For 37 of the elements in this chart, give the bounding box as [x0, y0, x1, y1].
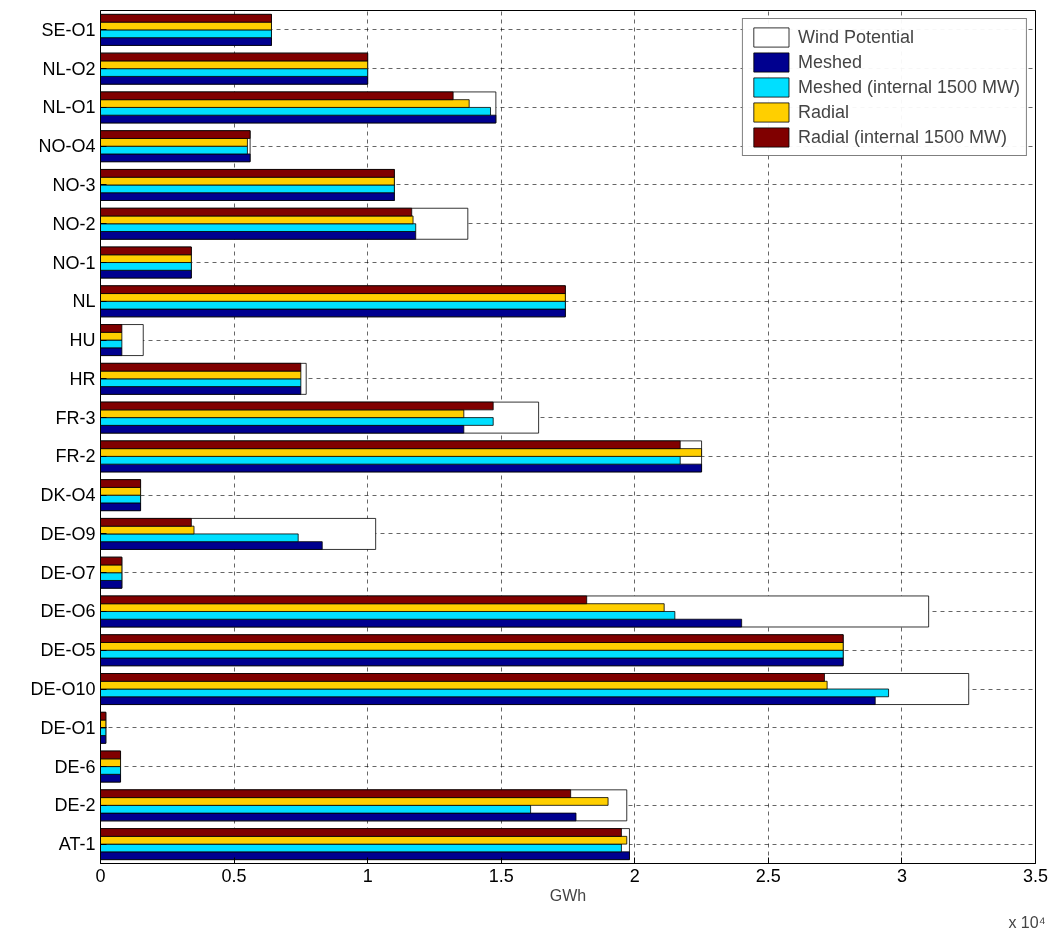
- legend-label: Radial: [797, 101, 849, 123]
- legend-label: Wind Potential: [797, 26, 914, 48]
- y-tick-label: NO-2: [52, 213, 96, 234]
- x-axis-title: GWh: [549, 886, 587, 904]
- y-tick-label: DE-O10: [30, 679, 96, 700]
- y-tick-label: HR: [69, 368, 96, 389]
- y-tick-label: DE-O9: [40, 523, 96, 544]
- legend-label: Radial (internal 1500 MW): [797, 126, 1007, 148]
- y-tick-label: DE-O6: [40, 601, 96, 622]
- y-tick-label: NO-1: [52, 252, 96, 273]
- y-tick-label: DE-6: [54, 756, 96, 777]
- y-tick-label: FR-2: [55, 446, 96, 467]
- y-tick-label: NL-O1: [42, 97, 96, 118]
- y-tick-label: DE-2: [54, 795, 96, 816]
- x-tick-label: 1: [362, 865, 373, 886]
- y-tick-label: SE-O1: [41, 19, 96, 40]
- x-tick-label: 3: [896, 865, 907, 886]
- x-tick-label: 1.5: [488, 865, 514, 886]
- x-tick-label: 0: [95, 865, 106, 886]
- y-tick-label: DE-O5: [40, 640, 96, 661]
- x-tick-label: 0.5: [221, 865, 247, 886]
- y-tick-label: FR-3: [55, 407, 96, 428]
- y-tick-label: HU: [69, 330, 96, 351]
- x-tick-label: 2.5: [755, 865, 781, 886]
- y-tick-label: DE-O7: [40, 562, 96, 583]
- y-tick-label: DK-O4: [40, 485, 96, 506]
- y-tick-label: NO-3: [52, 174, 96, 195]
- legend-label: Meshed: [797, 51, 862, 73]
- y-tick-label: NL-O2: [42, 58, 96, 79]
- y-tick-label: NL: [72, 291, 96, 312]
- y-tick-label: AT-1: [58, 834, 96, 855]
- x-tick-label: 2: [629, 865, 640, 886]
- legend-label: Meshed (internal 1500 MW): [797, 76, 1020, 98]
- text: x 10⁴: [1008, 913, 1046, 931]
- y-tick-label: DE-O1: [40, 717, 96, 738]
- y-tick-label: NO-O4: [38, 136, 96, 157]
- x-tick-label: 3.5: [1022, 865, 1049, 886]
